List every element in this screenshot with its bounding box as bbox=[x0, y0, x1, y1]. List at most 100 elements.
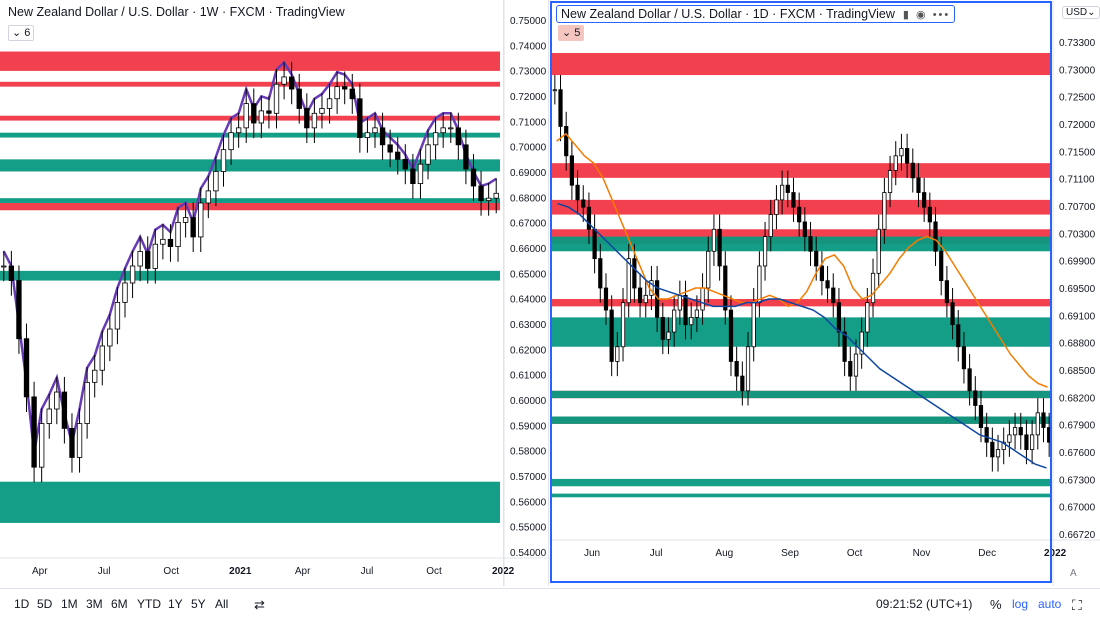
candle-body bbox=[876, 228, 881, 274]
candle-body bbox=[440, 127, 446, 134]
daily-chart-canvas[interactable]: 0.73300 0.73000 0.72500 0.72000 0.71500 0.711… bbox=[549, 0, 1100, 586]
legend-actions[interactable]: ▮ ◉ ••• bbox=[903, 8, 950, 21]
weekly-chart-legend[interactable]: New Zealand Dollar / U.S. Dollar · 1W · … bbox=[8, 5, 345, 19]
candle-body bbox=[984, 427, 989, 443]
time-tick-label: Apr bbox=[295, 566, 311, 577]
candle-body bbox=[916, 177, 921, 193]
candle-body bbox=[410, 168, 416, 184]
candle-body bbox=[689, 316, 694, 326]
candle-body bbox=[728, 309, 734, 362]
candle-body bbox=[882, 192, 887, 230]
candle-body bbox=[643, 294, 648, 304]
clock-time[interactable]: 09:21:52 (UTC+1) bbox=[876, 597, 973, 611]
pane-divider[interactable] bbox=[503, 0, 504, 586]
candle-body bbox=[288, 76, 295, 90]
candle-body bbox=[933, 221, 938, 252]
timeframe-3m[interactable]: 3M bbox=[86, 597, 103, 611]
candle-body bbox=[198, 202, 204, 238]
flag-icon[interactable]: ▮ bbox=[902, 9, 911, 21]
candle-body bbox=[660, 316, 665, 340]
price-tick-label: 0.73000 bbox=[1059, 65, 1096, 76]
candle-body bbox=[243, 103, 249, 129]
weekly-indicator-badge[interactable]: ⌄ 6 bbox=[8, 25, 35, 41]
candle-body bbox=[706, 250, 711, 289]
timeframe-1m[interactable]: 1M bbox=[61, 597, 78, 611]
candle-body bbox=[463, 144, 469, 170]
candle-body bbox=[780, 184, 785, 201]
price-tick-label: 0.68500 bbox=[1059, 366, 1096, 377]
price-tick-label: 0.68800 bbox=[1059, 339, 1096, 350]
candle-body bbox=[723, 265, 728, 311]
candle-body bbox=[372, 127, 378, 134]
daily-indicator-badge[interactable]: ⌄ 5 bbox=[558, 25, 585, 41]
time-tick-label: Jul bbox=[98, 566, 111, 577]
demand-zone bbox=[552, 493, 1052, 498]
price-tick-label: 0.65000 bbox=[510, 269, 547, 280]
supply-zone bbox=[0, 115, 500, 121]
candle-body bbox=[46, 408, 52, 424]
weekly-chart-canvas[interactable]: 0.75000 0.74000 0.73000 0.72000 0.71000 0.700… bbox=[0, 0, 552, 586]
timeframe-ytd[interactable]: YTD bbox=[137, 597, 161, 611]
candle-body bbox=[887, 170, 893, 193]
percent-scale-toggle[interactable]: % bbox=[990, 597, 1002, 612]
currency-label: USD bbox=[1066, 7, 1088, 18]
timeframe-5y[interactable]: 5Y bbox=[191, 597, 206, 611]
currency-selector[interactable]: USD⌄ bbox=[1062, 6, 1100, 19]
candle-body bbox=[182, 217, 189, 223]
price-tick-label: 0.59000 bbox=[510, 421, 547, 432]
weekly-chart-pane[interactable]: 0.75000 0.74000 0.73000 0.72000 0.71000 0.700… bbox=[0, 0, 552, 586]
candle-body bbox=[757, 265, 762, 304]
candle-body bbox=[379, 127, 386, 146]
timeframe-1d[interactable]: 1D bbox=[14, 597, 30, 611]
auto-scale-button[interactable]: A bbox=[1070, 568, 1077, 579]
daily-indicator-count: 5 bbox=[574, 27, 581, 39]
demand-zone bbox=[0, 132, 500, 138]
candle-body bbox=[995, 449, 1001, 458]
candle-body bbox=[762, 236, 768, 267]
price-tick-label: 0.54000 bbox=[510, 548, 547, 559]
candle-body bbox=[31, 396, 37, 468]
supply-zone bbox=[552, 299, 1052, 307]
candle-body bbox=[956, 324, 961, 348]
candle-body bbox=[425, 144, 431, 165]
candle-body bbox=[485, 197, 492, 201]
candle-body bbox=[569, 155, 574, 186]
candle-body bbox=[205, 190, 212, 204]
daily-chart-legend[interactable]: New Zealand Dollar / U.S. Dollar · 1D · … bbox=[556, 5, 956, 23]
candle-body bbox=[1001, 441, 1006, 450]
eye-icon[interactable]: ◉ bbox=[916, 9, 928, 21]
timeframe-1y[interactable]: 1Y bbox=[168, 597, 183, 611]
supply-zone bbox=[552, 199, 1052, 215]
more-icon[interactable]: ••• bbox=[932, 9, 951, 21]
candle-body bbox=[552, 89, 557, 92]
candle-body bbox=[38, 423, 45, 468]
auto-scale-toggle[interactable]: auto bbox=[1038, 597, 1062, 611]
bottom-toolbar: 1D 5D 1M 3M 6M YTD 1Y 5Y All ⇄ 09:21:52 … bbox=[0, 588, 1100, 619]
demand-zone bbox=[552, 236, 1052, 252]
timeframe-5d[interactable]: 5D bbox=[37, 597, 53, 611]
price-tick-label: 0.69500 bbox=[1059, 284, 1096, 295]
price-tick-label: 0.68000 bbox=[510, 193, 547, 204]
fullscreen-icon[interactable]: ⛶ bbox=[1072, 597, 1082, 613]
time-tick-label: Jun bbox=[584, 548, 600, 559]
candle-body bbox=[364, 132, 371, 138]
time-tick-label: Oct bbox=[163, 566, 179, 577]
weekly-indicator-count: 6 bbox=[24, 27, 31, 39]
candle-body bbox=[349, 88, 355, 100]
timeframe-all[interactable]: All bbox=[215, 597, 229, 611]
candle-body bbox=[395, 151, 401, 160]
daily-chart-title: New Zealand Dollar / U.S. Dollar · 1D · … bbox=[561, 7, 895, 21]
time-tick-label: Aug bbox=[715, 548, 733, 559]
price-tick-label: 0.66000 bbox=[510, 244, 547, 255]
candle-body bbox=[114, 301, 121, 330]
candle-body bbox=[927, 206, 932, 223]
candle-body bbox=[304, 108, 310, 129]
candle-body bbox=[939, 250, 944, 282]
timeframe-6m[interactable]: 6M bbox=[111, 597, 128, 611]
candle-body bbox=[129, 265, 136, 284]
candle-body bbox=[603, 287, 609, 311]
daily-chart-pane[interactable]: 0.73300 0.73000 0.72500 0.72000 0.71500 0.711… bbox=[549, 0, 1100, 586]
date-range-icon[interactable]: ⇄ bbox=[254, 597, 265, 612]
log-scale-toggle[interactable]: log bbox=[1012, 597, 1029, 611]
ema-50-line bbox=[556, 132, 1048, 388]
